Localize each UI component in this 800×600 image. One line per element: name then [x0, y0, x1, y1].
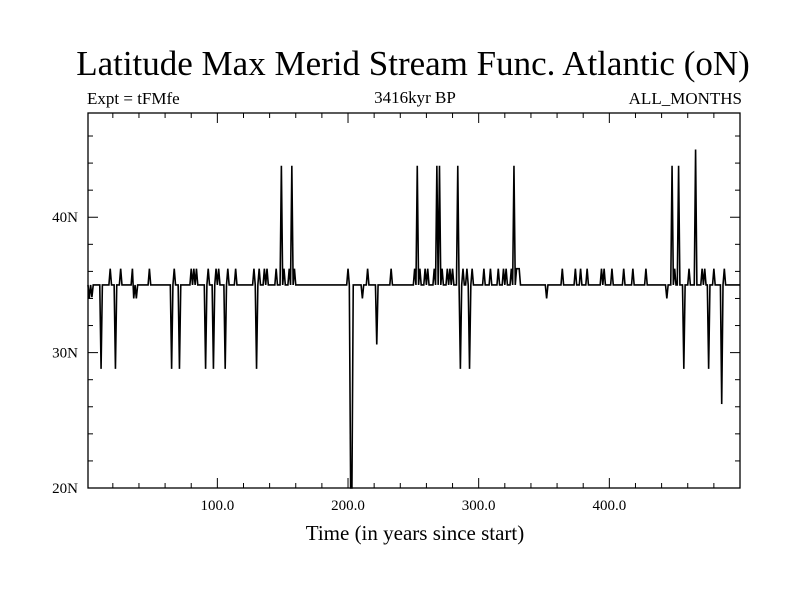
x-tick-label: 100.0 — [200, 498, 234, 514]
axis-tick-labels: 100.0 200.0 300.0 400.0 20N 30N 40N — [52, 210, 626, 514]
period-label: 3416kyr BP — [374, 88, 456, 107]
y-tick-label: 20N — [52, 481, 78, 497]
plot-frame — [87, 112, 741, 489]
x-tick-label: 200.0 — [331, 498, 365, 514]
x-tick-label: 400.0 — [592, 498, 626, 514]
axis-ticks — [88, 113, 740, 488]
series-line — [87, 149, 740, 489]
y-tick-label: 40N — [52, 210, 78, 226]
experiment-label: Expt = tFMfe — [87, 89, 180, 108]
y-tick-label: 30N — [52, 346, 78, 362]
x-axis-label: Time (in years since start) — [306, 521, 525, 545]
chart-title: Latitude Max Merid Stream Func. Atlantic… — [76, 44, 750, 83]
months-label: ALL_MONTHS — [628, 89, 742, 108]
x-tick-label: 300.0 — [462, 498, 496, 514]
